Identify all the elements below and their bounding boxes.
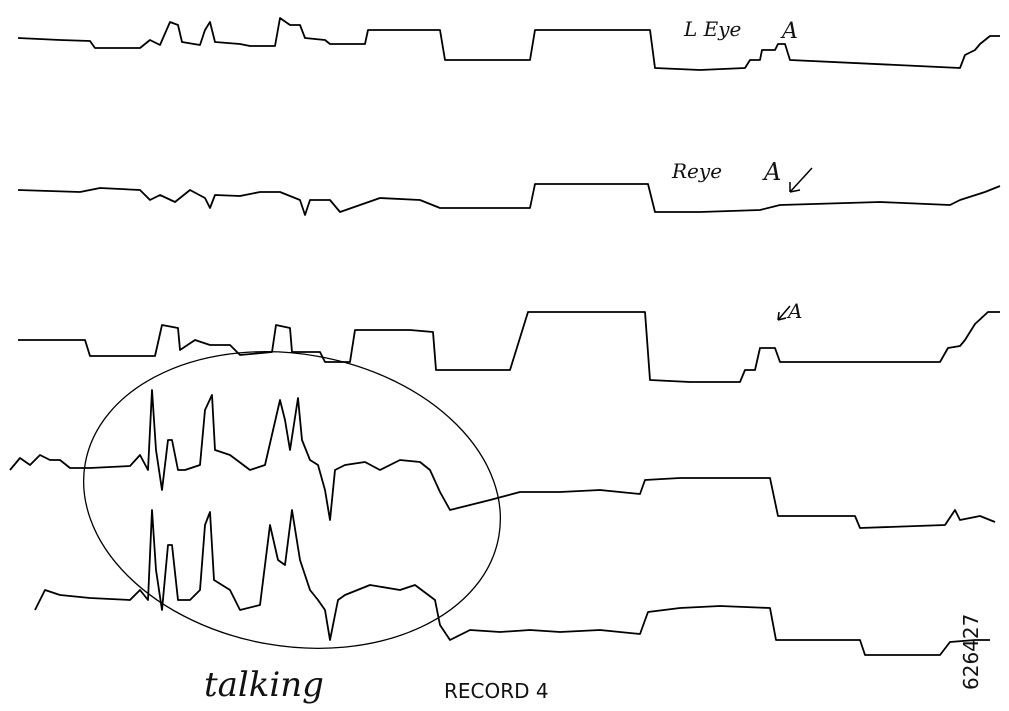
trace-right-eye — [17, 183, 1001, 216]
trace-third — [18, 311, 1000, 383]
annotation: Reye — [671, 159, 722, 183]
arrow — [777, 305, 791, 321]
trace-fifth — [34, 509, 990, 656]
annotation: A — [786, 299, 802, 323]
annotation: A — [762, 158, 781, 186]
annotation: A — [780, 19, 798, 44]
annotation: L Eye — [683, 17, 741, 41]
caption: RECORD 4 — [444, 679, 549, 703]
code: 626427 — [959, 614, 983, 690]
trace-fourth — [9, 389, 996, 529]
circled-region — [82, 351, 502, 649]
annotation: talking — [204, 665, 324, 705]
arrow — [789, 167, 813, 193]
trace-left-eye — [17, 17, 1000, 71]
